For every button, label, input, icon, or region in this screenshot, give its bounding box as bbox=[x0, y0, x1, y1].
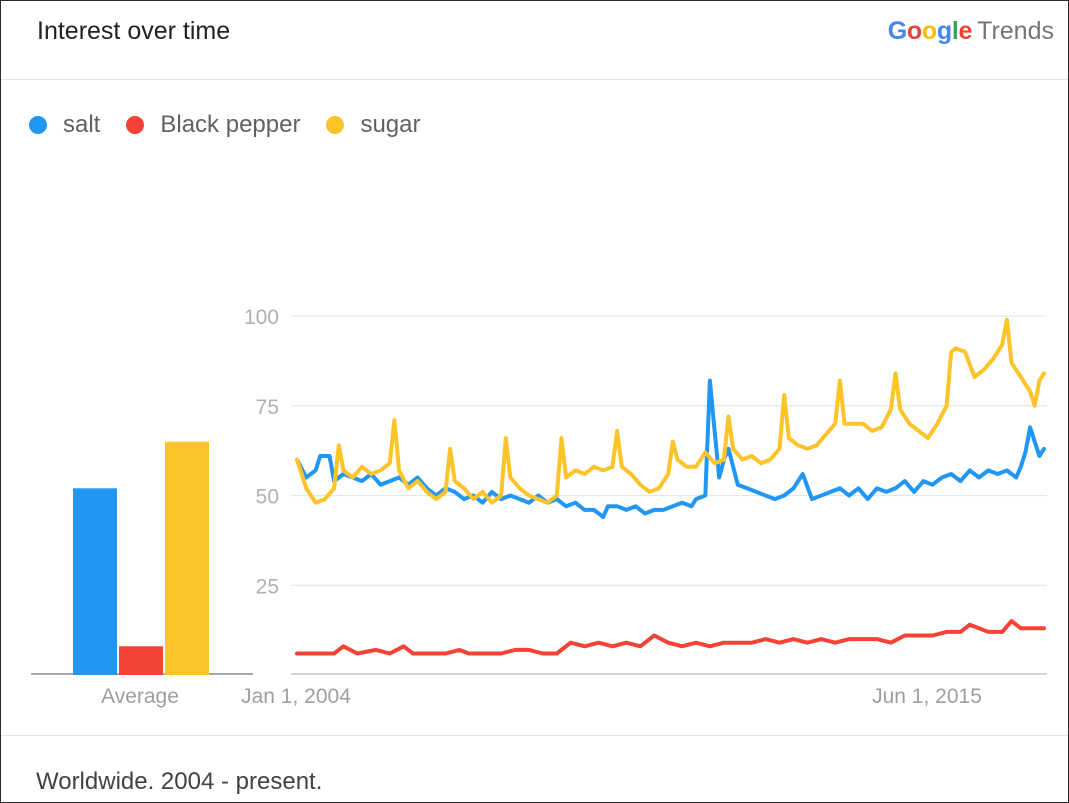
y-tick-label: 25 bbox=[256, 575, 279, 598]
trends-wordmark: Trends bbox=[977, 17, 1054, 45]
footer-divider bbox=[1, 735, 1068, 736]
legend-label-black-pepper: Black pepper bbox=[160, 111, 301, 138]
y-tick-label: 75 bbox=[256, 396, 279, 419]
legend-dot-sugar bbox=[326, 116, 345, 134]
average-bar-sugar bbox=[165, 441, 209, 675]
x-tick-label: Jan 1, 2004 bbox=[241, 685, 351, 708]
google-trends-logo[interactable]: Google Trends bbox=[888, 17, 1054, 46]
x-axis-label-average: Average bbox=[101, 685, 179, 708]
chart-area: 25 50 75 100 Average Jan 1, 2004 Jun 1, 2015 bbox=[31, 306, 1047, 708]
average-bar-black-pepper bbox=[119, 646, 163, 675]
legend-label-salt: salt bbox=[63, 111, 101, 138]
card-title: Interest over time bbox=[37, 17, 231, 45]
legend-dot-black-pepper bbox=[126, 116, 145, 134]
legend-item-sugar[interactable]: sugar bbox=[326, 111, 421, 139]
legend-dot-salt bbox=[29, 116, 47, 134]
card-header: Interest over time Google Trends bbox=[1, 1, 1068, 80]
average-bar-salt bbox=[73, 488, 117, 675]
series-line-salt bbox=[295, 378, 1046, 519]
legend-label-sugar: sugar bbox=[360, 111, 421, 138]
chart-legend: salt Black pepper sugar bbox=[29, 111, 447, 139]
x-tick-label: Jun 1, 2015 bbox=[872, 685, 982, 708]
legend-item-black-pepper[interactable]: Black pepper bbox=[126, 111, 300, 139]
series-line-black-pepper bbox=[295, 619, 1046, 656]
series-line-sugar bbox=[295, 317, 1046, 505]
y-tick-label: 50 bbox=[256, 486, 279, 509]
google-wordmark: Google bbox=[887, 17, 973, 45]
y-tick-label: 100 bbox=[244, 306, 279, 329]
legend-item-salt[interactable]: salt bbox=[29, 111, 100, 139]
footer-note: Worldwide. 2004 - present. bbox=[36, 768, 323, 795]
